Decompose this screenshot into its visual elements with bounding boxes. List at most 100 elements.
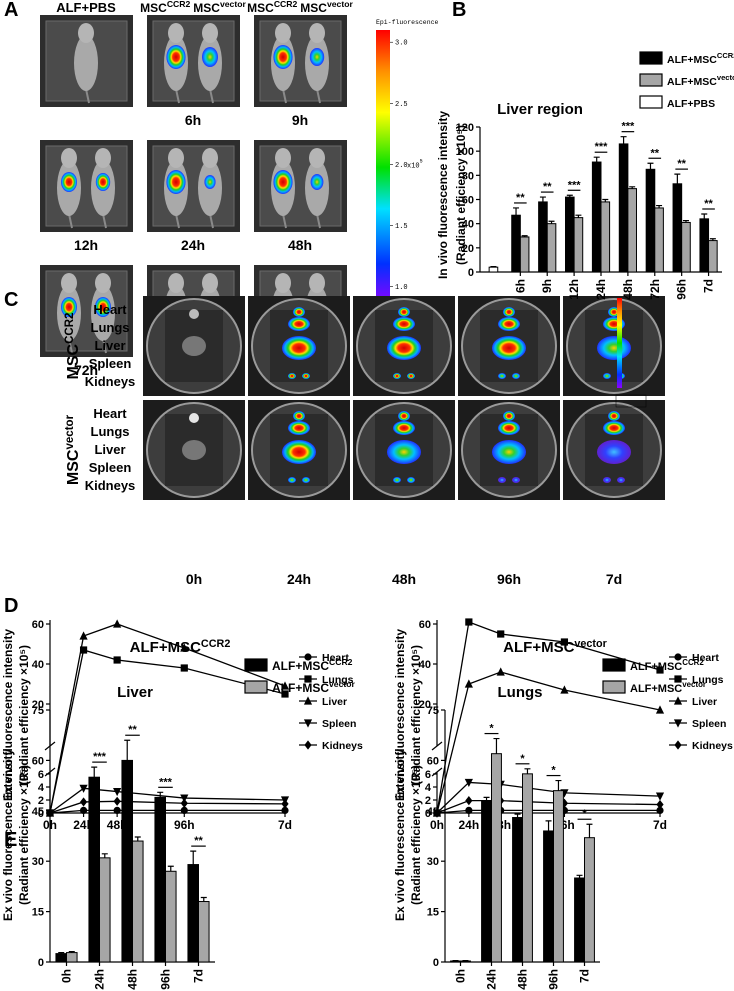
header-sup: vector bbox=[220, 0, 247, 9]
panel-label: D bbox=[4, 595, 18, 617]
bar bbox=[681, 221, 691, 273]
error-bar bbox=[545, 820, 552, 831]
x-tick-label: 24h bbox=[459, 818, 480, 832]
x-tick-label: 7d bbox=[702, 279, 716, 293]
bar bbox=[565, 196, 575, 273]
legend-label-sup: CCR2 bbox=[329, 657, 353, 667]
organ-label: Lungs bbox=[91, 424, 130, 439]
bar bbox=[618, 143, 629, 273]
x-tick-label: 0h bbox=[430, 818, 444, 832]
time-label: 12h bbox=[74, 237, 98, 253]
x-tick-label: 7d bbox=[653, 818, 667, 832]
bar bbox=[543, 830, 555, 963]
organ-heart bbox=[293, 411, 305, 421]
marker bbox=[303, 696, 313, 705]
x-tick-label: 6h bbox=[513, 279, 527, 293]
significance-label: * bbox=[489, 723, 494, 735]
column-header: MSCCCR2 MSCvector bbox=[247, 0, 353, 15]
y-tick-label: 15 bbox=[427, 907, 439, 919]
legend-label-base: ALF+MSC bbox=[630, 661, 682, 673]
time-label: 48h bbox=[288, 237, 312, 253]
organ-kidney bbox=[617, 477, 625, 483]
x-tick-label: 7d bbox=[278, 818, 292, 832]
y-axis-label: Ex vivo fluorescence intensity bbox=[393, 749, 407, 921]
error-bar bbox=[555, 779, 562, 791]
marker bbox=[79, 631, 88, 640]
column-header: ALF+PBS bbox=[56, 0, 116, 15]
marker bbox=[655, 792, 665, 801]
y-tick-label: 40 bbox=[462, 219, 474, 231]
legend-label-sup: CCR2 bbox=[717, 51, 734, 60]
y-tick-label: 0 bbox=[433, 957, 439, 969]
x-tick-label: 96h bbox=[159, 969, 173, 990]
x-tick-label: 72h bbox=[648, 279, 662, 300]
significance-label: * bbox=[582, 808, 587, 820]
colorbar-tick-label: 2.0 bbox=[395, 162, 408, 170]
marker bbox=[113, 796, 121, 806]
legend-label: Lungs bbox=[322, 674, 354, 686]
legend-label: Liver bbox=[692, 696, 717, 708]
x-tick-label: 24h bbox=[485, 969, 499, 990]
y-axis-label: Ex vivo fluorescence intensity bbox=[1, 749, 15, 921]
x-tick-label: 0h bbox=[454, 969, 468, 983]
error-bar bbox=[513, 207, 520, 216]
legend-swatch bbox=[602, 658, 626, 672]
bar bbox=[553, 790, 564, 963]
mouse-body bbox=[74, 35, 98, 91]
legend-label-base: ALF+MSC bbox=[630, 683, 682, 695]
header-sup: CCR2 bbox=[274, 0, 298, 9]
marker bbox=[79, 784, 88, 793]
error-bar bbox=[483, 796, 490, 801]
error-bar bbox=[593, 156, 600, 163]
y-tick-label: 40 bbox=[32, 659, 44, 671]
y-tick-label: 75 bbox=[427, 705, 439, 717]
mouse-tail bbox=[175, 213, 180, 229]
header-base: MSC bbox=[140, 1, 167, 15]
legend-label: Spleen bbox=[692, 718, 726, 730]
mouse-head bbox=[61, 273, 77, 293]
organ-lungs bbox=[288, 421, 310, 435]
x-tick-label: 7d bbox=[578, 969, 592, 983]
organ-liver bbox=[282, 336, 316, 360]
organ-heart bbox=[503, 411, 515, 421]
legend-label-base: ALF+MSC bbox=[667, 76, 717, 88]
y-tick-label: 120 bbox=[456, 122, 474, 134]
legend-label: ALF+MSCvector bbox=[630, 680, 706, 695]
significance-label: *** bbox=[621, 121, 635, 133]
marker bbox=[180, 794, 189, 803]
fluorescence-spot bbox=[310, 174, 324, 190]
legend-label-base: ALF+PBS bbox=[667, 98, 715, 110]
y-tick-label: 60 bbox=[427, 755, 439, 767]
fluorescence-spot bbox=[61, 172, 77, 192]
mouse-head bbox=[168, 148, 184, 168]
colorbar-unit-sup: 5 bbox=[420, 158, 423, 164]
marker bbox=[655, 705, 665, 714]
error-bar bbox=[709, 238, 716, 241]
time-label: 72h bbox=[74, 362, 98, 378]
y-axis-label: (Radiant efficiency ×10⁵) bbox=[409, 645, 423, 785]
y-axis-label: (Radiant efficiency ×10⁵) bbox=[409, 765, 423, 905]
y-axis-label: (Radiant efficiency ×10⁵) bbox=[454, 125, 468, 265]
organ-lungs bbox=[498, 421, 520, 435]
x-tick-label: 48h bbox=[621, 279, 635, 300]
mouse-tail bbox=[175, 88, 180, 104]
chart-title: Lungs bbox=[498, 684, 543, 701]
organ-label: Spleen bbox=[89, 356, 132, 371]
y-tick-label: 20 bbox=[32, 699, 44, 711]
y-tick-label: 30 bbox=[32, 856, 44, 868]
bar bbox=[154, 796, 167, 963]
organ-lungs bbox=[603, 421, 625, 435]
y-tick-label: 0 bbox=[425, 808, 431, 820]
significance-label: ** bbox=[194, 835, 203, 847]
error-bar bbox=[190, 850, 197, 865]
legend-swatch bbox=[602, 680, 626, 694]
row-label: MSCCCR2 bbox=[64, 313, 82, 380]
organ-kidney bbox=[288, 373, 296, 379]
marker bbox=[304, 740, 312, 750]
row-label-base: MSC bbox=[65, 449, 82, 485]
legend-label: Lungs bbox=[692, 674, 724, 686]
chart-title: ALF+MSCCCR2 bbox=[130, 638, 231, 656]
chart-title: ALF+MSCvector bbox=[503, 638, 607, 656]
organ-lungs bbox=[393, 421, 415, 435]
